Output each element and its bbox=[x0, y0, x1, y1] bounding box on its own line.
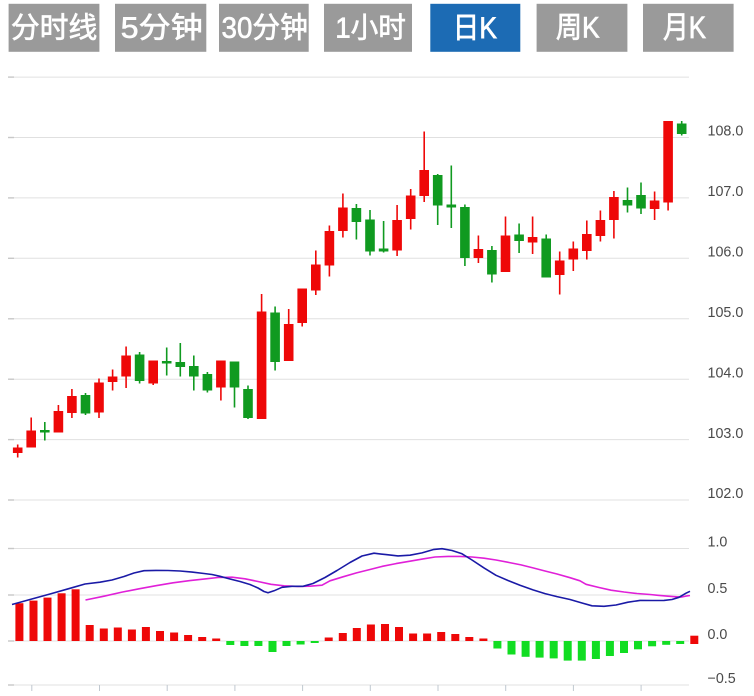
svg-text:107.0: 107.0 bbox=[708, 184, 744, 200]
svg-text:104.0: 104.0 bbox=[708, 365, 744, 381]
svg-text:108.0: 108.0 bbox=[708, 124, 744, 140]
svg-text:−0.5: −0.5 bbox=[708, 671, 736, 687]
svg-text:0.0: 0.0 bbox=[708, 627, 728, 643]
svg-text:103.0: 103.0 bbox=[708, 426, 744, 442]
svg-text:1.0: 1.0 bbox=[708, 535, 728, 551]
svg-text:102.0: 102.0 bbox=[708, 486, 744, 502]
svg-text:106.0: 106.0 bbox=[708, 245, 744, 261]
svg-text:105.0: 105.0 bbox=[708, 305, 744, 321]
svg-text:0.5: 0.5 bbox=[708, 581, 728, 597]
